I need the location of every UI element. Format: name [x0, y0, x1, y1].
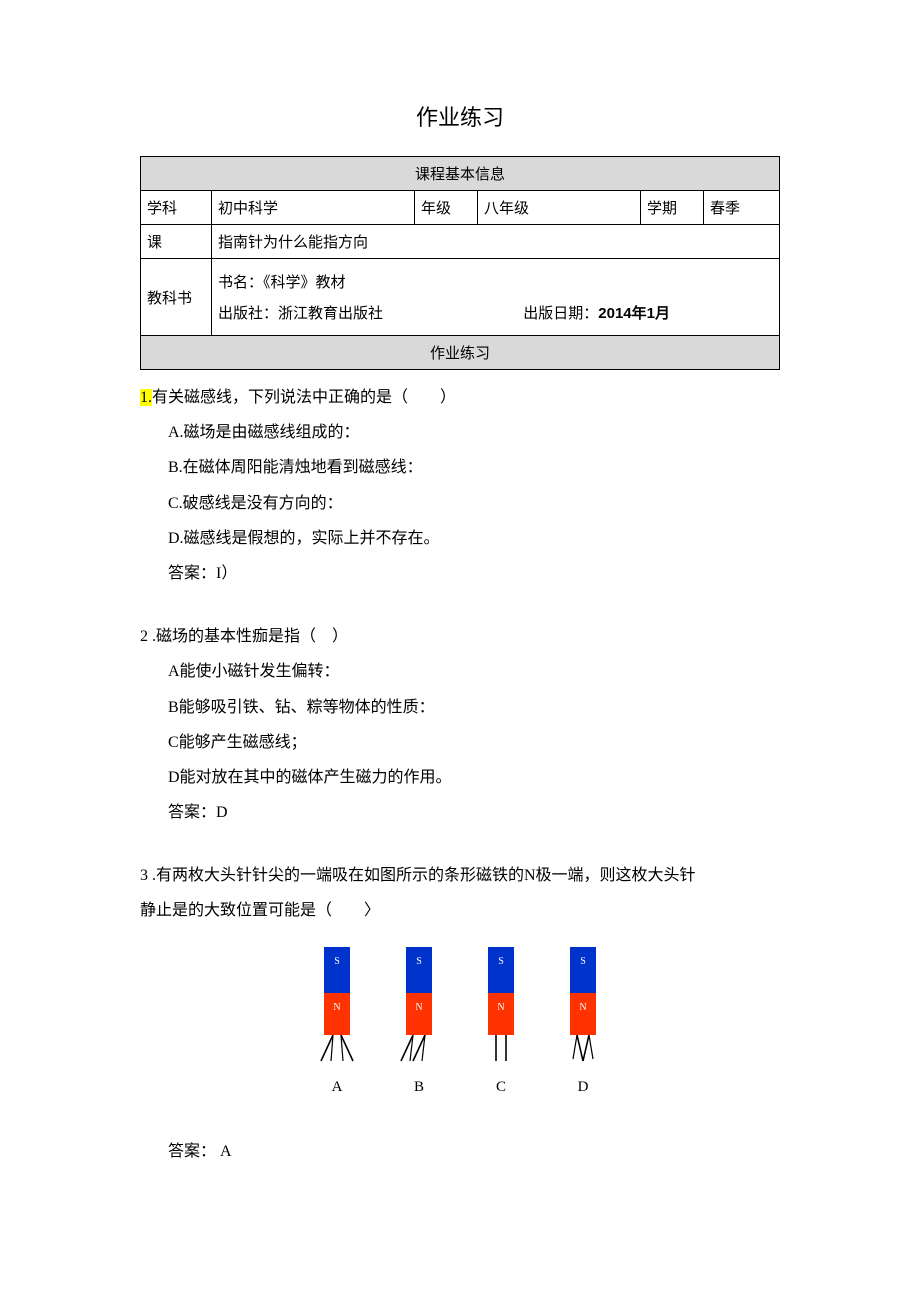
q1-option-a: A.磁场是由磁感线组成的： — [140, 415, 780, 450]
q1-option-c: C.破感线是没有方向的： — [140, 486, 780, 521]
info-row-2: 课 指南针为什么能指方向 — [141, 225, 780, 259]
course-info-table: 课程基本信息 学科 初中科学 年级 八年级 学期 春季 课 指南针为什么能指方向… — [140, 156, 780, 370]
figure-label-b: B — [414, 1071, 424, 1104]
cell-grade-value: 八年级 — [478, 191, 641, 225]
info-row-1: 学科 初中科学 年级 八年级 学期 春季 — [141, 191, 780, 225]
cell-grade-label: 年级 — [415, 191, 478, 225]
figure-label-d: D — [578, 1071, 589, 1104]
q2-option-c: C能够产生磁感线； — [140, 725, 780, 760]
q1-answer: 答案：I） — [140, 556, 780, 591]
q3-figure-c: S N C — [481, 947, 521, 1104]
magnet-s-pole: S — [488, 947, 514, 993]
info-section-header-1: 课程基本信息 — [141, 157, 780, 191]
question-2: 2 .磁场的基本性痂是指（ ） A能使小磁针发生偏转： B能够吸引铁、钻、粽等物… — [140, 619, 780, 830]
magnet-n-pole: N — [324, 993, 350, 1035]
page-title: 作业练习 — [140, 100, 780, 132]
textbook-publisher: 出版社：浙江教育出版社 — [218, 302, 523, 323]
pins-a-icon — [317, 1035, 357, 1065]
question-1: 1.有关磁感线，下列说法中正确的是（ ） A.磁场是由磁感线组成的： B.在磁体… — [140, 380, 780, 591]
q1-option-b: B.在磁体周阳能清烛地看到磁感线： — [140, 450, 780, 485]
cell-term-label: 学期 — [641, 191, 704, 225]
q3-answer: 答案： A — [140, 1134, 780, 1169]
cell-subject-label: 学科 — [141, 191, 212, 225]
q3-diagram: S N A S N — [140, 947, 780, 1104]
magnet-n-pole: N — [406, 993, 432, 1035]
figure-label-a: A — [332, 1071, 343, 1104]
cell-textbook-label: 教科书 — [141, 259, 212, 336]
q2-answer: 答案：D — [140, 795, 780, 830]
pins-c-icon — [481, 1035, 521, 1065]
magnet-s-pole: S — [324, 947, 350, 993]
q1-option-d: D.磁感线是假想的，实际上并不存在。 — [140, 521, 780, 556]
q3-stem-line2: 静止是的大致位置可能是（ 〉 — [140, 893, 780, 928]
q2-option-a: A能使小磁针发生偏转： — [140, 654, 780, 689]
magnet-n-pole: N — [570, 993, 596, 1035]
pins-b-icon — [399, 1035, 439, 1065]
figure-label-c: C — [496, 1071, 506, 1104]
q3-figure-a: S N A — [317, 947, 357, 1104]
q1-number-highlight: 1. — [140, 389, 152, 406]
cell-lesson-value: 指南针为什么能指方向 — [212, 225, 780, 259]
q3-figure-d: S N D — [563, 947, 603, 1104]
magnet-s-pole: S — [570, 947, 596, 993]
cell-textbook-value: 书名：《科学》教材 出版社：浙江教育出版社 出版日期：2014年1月 — [212, 259, 780, 336]
info-section-header-2: 作业练习 — [141, 336, 780, 370]
cell-subject-value: 初中科学 — [212, 191, 415, 225]
question-3: 3 .有两枚大头针针尖的一端吸在如图所示的条形磁铁的N极一端，则这枚大头针 静止… — [140, 858, 780, 1169]
q2-option-d: D能对放在其中的磁体产生磁力的作用。 — [140, 760, 780, 795]
q3-stem-line1: 3 .有两枚大头针针尖的一端吸在如图所示的条形磁铁的N极一端，则这枚大头针 — [140, 858, 780, 893]
q2-option-b: B能够吸引铁、钻、粽等物体的性质： — [140, 690, 780, 725]
q2-stem: 2 .磁场的基本性痂是指（ ） — [140, 619, 780, 654]
q3-figure-b: S N B — [399, 947, 439, 1104]
magnet-s-pole: S — [406, 947, 432, 993]
q1-stem: 1.有关磁感线，下列说法中正确的是（ ） — [140, 380, 780, 415]
cell-lesson-label: 课 — [141, 225, 212, 259]
info-row-3: 教科书 书名：《科学》教材 出版社：浙江教育出版社 出版日期：2014年1月 — [141, 259, 780, 336]
textbook-pubdate: 出版日期：2014年1月 — [523, 302, 670, 323]
pins-d-icon — [563, 1035, 603, 1065]
textbook-name: 书名：《科学》教材 — [218, 271, 773, 292]
magnet-n-pole: N — [488, 993, 514, 1035]
cell-term-value: 春季 — [704, 191, 780, 225]
